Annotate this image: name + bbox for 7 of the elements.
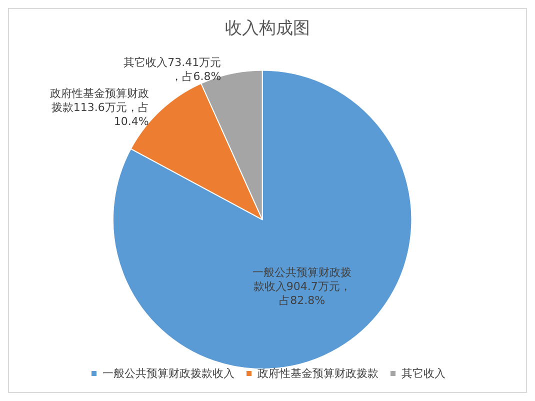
legend-label: 其它收入: [402, 367, 446, 380]
data-label: 其它收入73.41万元，占6.8%: [124, 56, 222, 84]
data-label: 政府性基金预算财政拨款113.6万元，占10.4%: [50, 86, 149, 128]
chart-title: 收入构成图: [225, 18, 310, 38]
legend-label: 政府性基金预算财政拨款: [258, 367, 378, 380]
legend-label: 一般公共预算财政拨款收入: [102, 367, 234, 380]
data-label: 一般公共预算财政拨款收入904.7万元，占82.8%: [252, 266, 352, 307]
